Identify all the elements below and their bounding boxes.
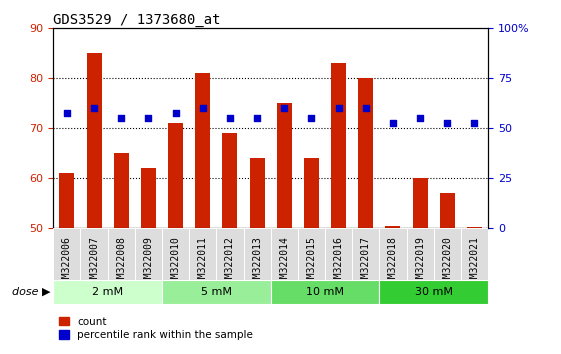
Text: GSM322017: GSM322017: [361, 236, 371, 289]
Text: GSM322011: GSM322011: [197, 236, 208, 289]
FancyBboxPatch shape: [407, 228, 434, 280]
Text: GSM322014: GSM322014: [279, 236, 289, 289]
Text: GSM322016: GSM322016: [334, 236, 344, 289]
Point: [443, 120, 452, 126]
FancyBboxPatch shape: [53, 280, 162, 304]
Bar: [331, 63, 346, 228]
Text: GSM322013: GSM322013: [252, 236, 262, 289]
Point: [388, 120, 397, 126]
Point: [416, 115, 425, 121]
Text: GSM322012: GSM322012: [225, 236, 235, 289]
Point: [280, 105, 289, 111]
Bar: [168, 123, 183, 228]
Bar: [141, 168, 156, 228]
Point: [226, 115, 234, 121]
Bar: [385, 226, 401, 228]
Text: dose ▶: dose ▶: [12, 287, 50, 297]
FancyBboxPatch shape: [162, 280, 270, 304]
Bar: [358, 78, 373, 228]
Point: [307, 115, 316, 121]
FancyBboxPatch shape: [352, 228, 379, 280]
FancyBboxPatch shape: [80, 228, 108, 280]
Bar: [250, 158, 265, 228]
FancyBboxPatch shape: [325, 228, 352, 280]
Bar: [467, 227, 482, 228]
Text: GSM322020: GSM322020: [442, 236, 452, 289]
FancyBboxPatch shape: [108, 228, 135, 280]
Text: GSM322008: GSM322008: [116, 236, 126, 289]
Text: GSM322010: GSM322010: [171, 236, 181, 289]
FancyBboxPatch shape: [461, 228, 488, 280]
Text: GSM322006: GSM322006: [62, 236, 72, 289]
FancyBboxPatch shape: [53, 228, 80, 280]
Point: [252, 115, 261, 121]
Text: GSM322021: GSM322021: [470, 236, 480, 289]
Bar: [223, 133, 237, 228]
Bar: [440, 193, 455, 228]
Bar: [195, 73, 210, 228]
Text: 10 mM: 10 mM: [306, 287, 344, 297]
Point: [117, 115, 126, 121]
FancyBboxPatch shape: [379, 280, 488, 304]
Bar: [304, 158, 319, 228]
Point: [361, 105, 370, 111]
Text: GDS3529 / 1373680_at: GDS3529 / 1373680_at: [53, 12, 221, 27]
Bar: [86, 53, 102, 228]
FancyBboxPatch shape: [217, 228, 243, 280]
Point: [198, 105, 207, 111]
Point: [171, 110, 180, 116]
Bar: [413, 178, 427, 228]
FancyBboxPatch shape: [270, 228, 298, 280]
Text: GSM322007: GSM322007: [89, 236, 99, 289]
Bar: [277, 103, 292, 228]
FancyBboxPatch shape: [298, 228, 325, 280]
Point: [90, 105, 99, 111]
FancyBboxPatch shape: [379, 228, 407, 280]
Text: GSM322015: GSM322015: [306, 236, 316, 289]
Text: 5 mM: 5 mM: [201, 287, 232, 297]
Legend: count, percentile rank within the sample: count, percentile rank within the sample: [58, 317, 253, 340]
Point: [62, 110, 71, 116]
Text: GSM322019: GSM322019: [415, 236, 425, 289]
FancyBboxPatch shape: [243, 228, 270, 280]
Point: [144, 115, 153, 121]
FancyBboxPatch shape: [434, 228, 461, 280]
Bar: [114, 153, 128, 228]
FancyBboxPatch shape: [270, 280, 379, 304]
FancyBboxPatch shape: [135, 228, 162, 280]
FancyBboxPatch shape: [162, 228, 189, 280]
Text: GSM322018: GSM322018: [388, 236, 398, 289]
Text: 2 mM: 2 mM: [92, 287, 123, 297]
Point: [470, 120, 479, 126]
FancyBboxPatch shape: [189, 228, 217, 280]
Text: 30 mM: 30 mM: [415, 287, 453, 297]
Text: GSM322009: GSM322009: [144, 236, 153, 289]
Bar: [59, 173, 75, 228]
Point: [334, 105, 343, 111]
